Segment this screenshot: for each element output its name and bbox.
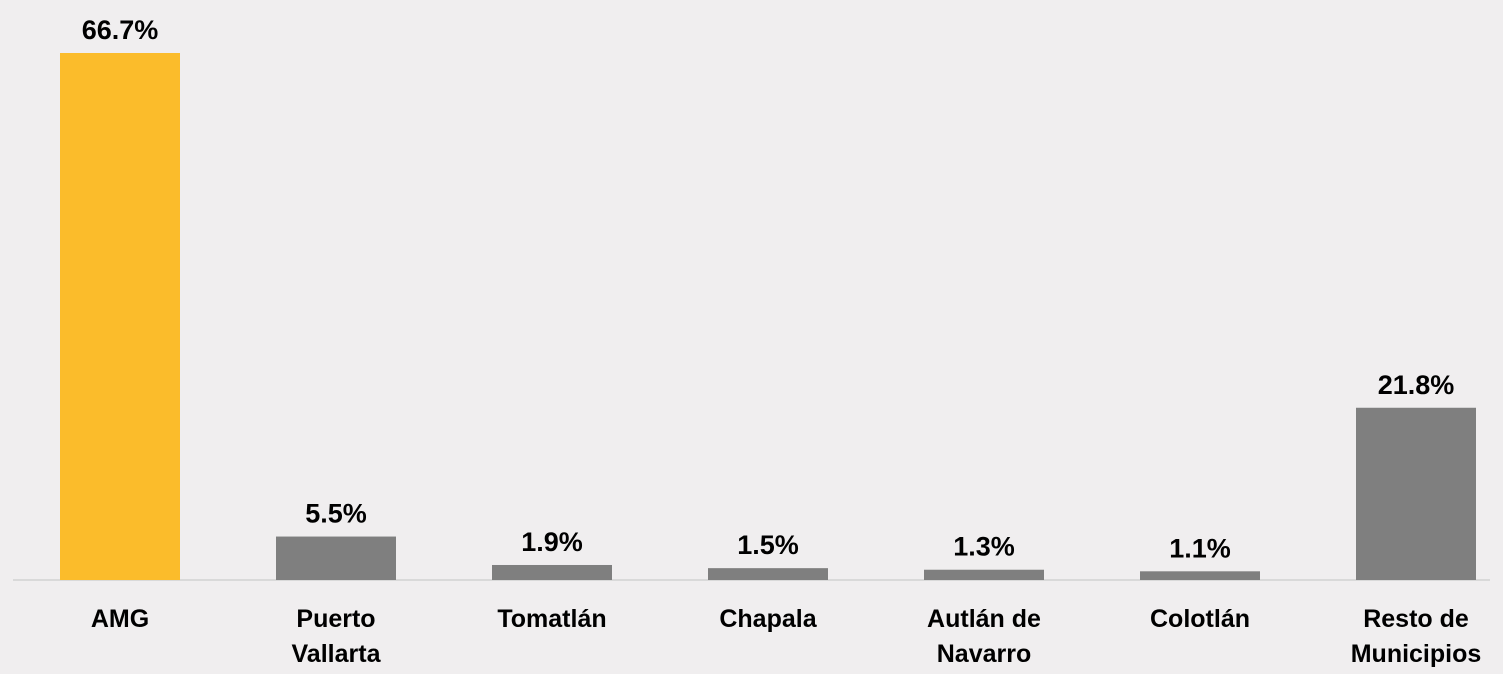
category-label-1-line-0: Puerto bbox=[296, 605, 375, 633]
data-labels-group: 66.7% 5.5% 1.9% 1.5% 1.3% 1.1% 21.8% bbox=[82, 15, 1455, 563]
data-label-1: 5.5% bbox=[305, 499, 367, 529]
category-label-3: Chapala bbox=[719, 605, 817, 633]
bars-group bbox=[60, 53, 1476, 580]
category-label-0: AMG bbox=[91, 605, 149, 633]
data-label-5: 1.1% bbox=[1169, 533, 1231, 563]
category-label-3-line-0: Chapala bbox=[719, 605, 817, 633]
bar-6 bbox=[1356, 407, 1476, 580]
bar-4 bbox=[924, 569, 1044, 580]
category-label-1: Puerto Vallarta bbox=[292, 605, 382, 668]
category-label-1-line-1: Vallarta bbox=[292, 640, 382, 668]
data-label-4: 1.3% bbox=[953, 532, 1015, 562]
data-label-3: 1.5% bbox=[737, 530, 799, 560]
category-label-4-line-1: Navarro bbox=[937, 640, 1032, 668]
category-label-5: Colotlán bbox=[1150, 605, 1250, 633]
bar-3 bbox=[708, 568, 828, 580]
category-label-0-line-0: AMG bbox=[91, 605, 149, 633]
bar-5 bbox=[1140, 571, 1260, 580]
data-label-0: 66.7% bbox=[82, 15, 159, 45]
bar-2 bbox=[492, 564, 612, 580]
category-label-5-line-0: Colotlán bbox=[1150, 605, 1250, 633]
category-label-2: Tomatlán bbox=[497, 605, 606, 633]
category-label-4-line-0: Autlán de bbox=[927, 605, 1041, 633]
bar-1 bbox=[276, 536, 396, 580]
bar-0 bbox=[60, 53, 180, 580]
category-label-6-line-0: Resto de bbox=[1363, 605, 1469, 633]
category-label-6: Resto de Municipios bbox=[1351, 605, 1482, 668]
category-label-6-line-1: Municipios bbox=[1351, 640, 1482, 668]
category-label-2-line-0: Tomatlán bbox=[497, 605, 606, 633]
data-label-6: 21.8% bbox=[1378, 370, 1455, 400]
category-label-4: Autlán de Navarro bbox=[927, 605, 1041, 668]
data-label-2: 1.9% bbox=[521, 527, 583, 557]
category-tick-labels-group: AMG Puerto Vallarta Tomatlán Chapala Autlán d… bbox=[91, 605, 1481, 668]
